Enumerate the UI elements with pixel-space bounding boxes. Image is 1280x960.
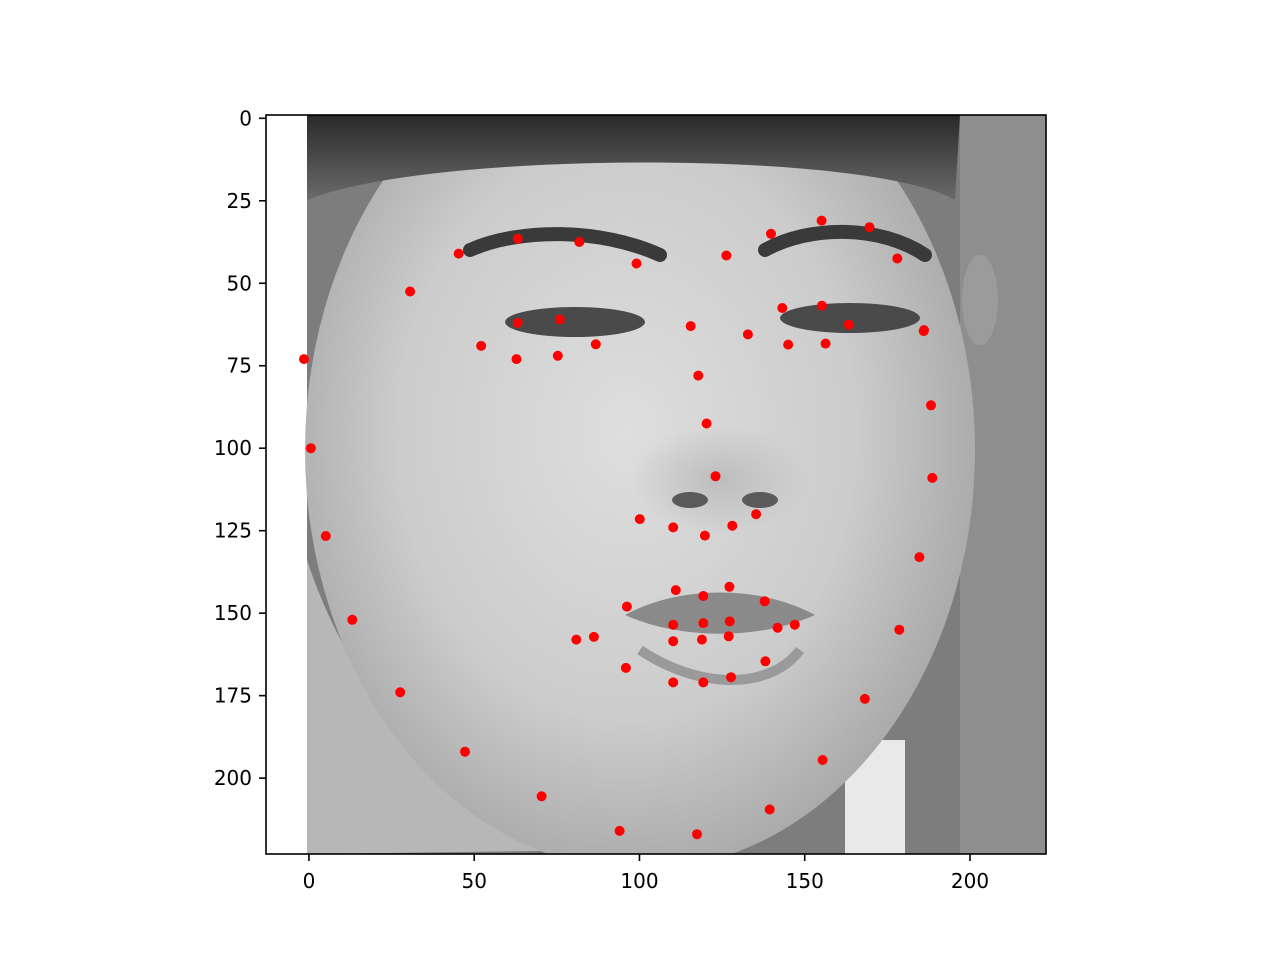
y-tick-label: 75 <box>227 354 252 378</box>
landmark-point-48 <box>742 329 753 340</box>
landmark-point-27 <box>685 321 696 332</box>
landmark-point-42 <box>777 303 788 313</box>
x-tick-label: 200 <box>951 869 989 893</box>
landmark-point-64 <box>698 618 709 629</box>
landmark-point-68 <box>668 636 679 647</box>
landmark-point-41 <box>511 354 522 365</box>
landmark-point-55 <box>789 619 800 630</box>
landmark-point-34 <box>727 520 738 531</box>
landmark-point-5 <box>460 746 470 757</box>
landmark-point-65 <box>724 616 735 627</box>
landmark-point-37 <box>512 317 523 328</box>
y-tick-label: 200 <box>214 766 252 790</box>
landmark-point-66 <box>723 631 734 642</box>
landmark-point-29 <box>701 418 712 429</box>
x-tick-label: 150 <box>786 869 824 893</box>
landmark-point-4 <box>395 687 406 698</box>
landmark-point-28 <box>693 370 704 381</box>
landmark-point-38 <box>554 314 565 325</box>
x-tick-label: 100 <box>620 869 658 893</box>
x-tick-label: 0 <box>303 869 316 893</box>
y-axis: 0 25 50 75 100 125 150 175 200 <box>214 106 266 790</box>
landmark-point-10 <box>817 755 828 765</box>
y-tick-label: 0 <box>239 106 252 130</box>
y-tick-label: 25 <box>227 189 252 213</box>
landmark-point-45 <box>919 325 929 336</box>
landmark-point-62 <box>588 631 599 642</box>
landmark-point-22 <box>766 228 776 239</box>
landmark-point-51 <box>670 585 681 596</box>
landmark-point-49 <box>571 634 582 645</box>
landmark-point-57 <box>760 656 771 667</box>
landmark-point-35 <box>751 509 762 520</box>
landmark-point-56 <box>772 622 783 633</box>
landmark-point-7 <box>614 825 625 836</box>
landmark-point-15 <box>926 400 936 411</box>
landmark-point-60 <box>668 677 679 688</box>
landmark-point-1 <box>305 443 316 454</box>
landmark-point-8 <box>692 829 702 840</box>
landmark-point-32 <box>668 522 679 533</box>
y-tick-label: 125 <box>214 519 252 543</box>
x-axis: 0 50 100 150 200 <box>303 854 989 893</box>
landmark-point-50 <box>621 601 632 612</box>
landmark-point-20 <box>574 237 585 247</box>
landmark-point-47 <box>783 339 794 350</box>
landmark-point-12 <box>894 624 905 635</box>
landmark-point-3 <box>347 614 358 625</box>
landmark-point-24 <box>864 222 875 233</box>
y-tick-label: 100 <box>214 436 252 460</box>
landmark-point-63 <box>668 619 679 630</box>
landmark-point-18 <box>453 248 464 259</box>
landmark-point-61 <box>620 662 631 673</box>
landmark-point-31 <box>634 514 645 525</box>
landmark-point-67 <box>696 634 707 645</box>
landmark-point-2 <box>320 531 331 541</box>
landmark-point-58 <box>726 672 736 683</box>
landmark-point-26 <box>721 250 732 261</box>
y-tick-label: 50 <box>227 271 252 295</box>
landmark-point-6 <box>536 791 547 802</box>
landmark-point-54 <box>759 596 770 607</box>
landmark-point-44 <box>843 319 854 330</box>
landmark-point-21 <box>631 258 642 269</box>
landmark-point-53 <box>724 581 735 592</box>
landmark-point-11 <box>859 693 870 704</box>
landmark-point-36 <box>476 340 487 351</box>
landmark-point-0 <box>299 354 309 365</box>
landmark-point-25 <box>892 253 903 264</box>
landmark-point-39 <box>590 339 601 350</box>
landmark-point-9 <box>764 804 775 815</box>
landmark-point-40 <box>552 350 563 361</box>
landmark-point-33 <box>699 530 710 541</box>
landmark-point-14 <box>927 472 938 483</box>
landmark-point-19 <box>512 233 523 244</box>
landmark-point-23 <box>816 215 827 226</box>
landmark-point-13 <box>914 552 925 563</box>
landmark-points <box>299 215 938 840</box>
y-tick-label: 175 <box>214 684 252 708</box>
x-tick-label: 50 <box>461 869 486 893</box>
face-photo <box>266 115 1046 854</box>
landmark-point-43 <box>816 300 827 311</box>
landmark-point-52 <box>698 591 709 601</box>
landmark-point-30 <box>710 471 721 482</box>
axes-frame <box>265 114 1047 855</box>
landmark-point-59 <box>698 677 709 688</box>
landmark-point-46 <box>820 338 831 349</box>
landmark-point-17 <box>405 286 416 297</box>
y-tick-label: 150 <box>214 601 252 625</box>
